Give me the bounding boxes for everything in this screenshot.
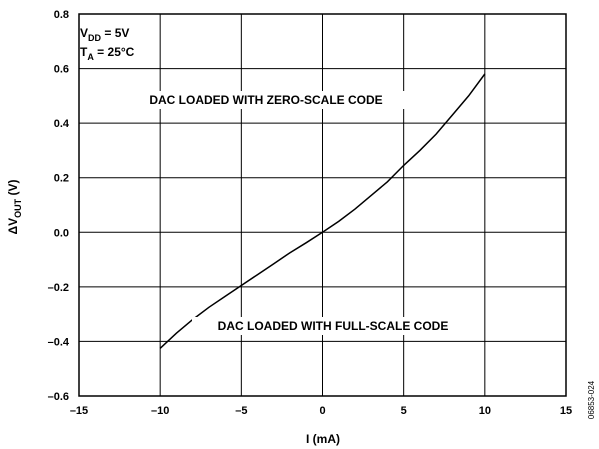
ta-rest: = 25°C — [94, 45, 135, 59]
series-line — [159, 73, 486, 349]
y-axis-label-suffix: (V) — [6, 180, 20, 199]
x-tick-label: 5 — [401, 405, 407, 417]
zero-scale-annotation: DAC LOADED WITH ZERO-SCALE CODE — [149, 93, 382, 107]
x-tick-label: –5 — [235, 405, 247, 417]
ta-annotation: TA = 25°C — [80, 45, 135, 62]
y-tick-label: 0.8 — [54, 9, 69, 21]
x-tick-label: 15 — [560, 405, 572, 417]
y-axis-label-sub: OUT — [13, 198, 23, 218]
zero-scale-annotation-bg — [126, 91, 406, 109]
figure-id: 06853-024 — [587, 380, 596, 419]
grid-lines — [79, 14, 566, 396]
y-tick-label: 0.4 — [54, 118, 70, 130]
y-axis-label-prefix: ΔV — [6, 218, 20, 235]
y-axis-label: ΔVOUT (V) — [6, 180, 23, 235]
y-tick-label: 0.0 — [54, 227, 69, 239]
vdd-main: V — [80, 26, 88, 40]
y-tick-label: –0.4 — [48, 336, 70, 348]
vdd-annotation: VDD = 5V — [80, 26, 129, 43]
x-tick-labels: –15 –10 –5 0 5 10 15 — [70, 405, 572, 417]
x-tick-label: –10 — [151, 405, 169, 417]
y-tick-label: 0.2 — [54, 173, 69, 185]
x-tick-label: –15 — [70, 405, 88, 417]
full-scale-annotation-bg — [192, 317, 474, 335]
vdd-sub: DD — [88, 33, 101, 43]
y-tick-label: –0.2 — [48, 282, 69, 294]
ta-main: T — [80, 45, 88, 59]
y-tick-labels: –0.6 –0.4 –0.2 0.0 0.2 0.4 0.6 0.8 — [48, 9, 70, 403]
x-axis-label: I (mA) — [306, 432, 340, 446]
y-tick-label: –0.6 — [48, 391, 69, 403]
full-scale-annotation: DAC LOADED WITH FULL-SCALE CODE — [218, 319, 449, 333]
vdd-rest: = 5V — [101, 26, 129, 40]
plot-frame — [78, 13, 567, 397]
x-tick-label: 0 — [319, 405, 325, 417]
ta-sub: A — [87, 52, 94, 62]
y-tick-label: 0.6 — [54, 64, 69, 76]
x-tick-label: 10 — [479, 405, 491, 417]
